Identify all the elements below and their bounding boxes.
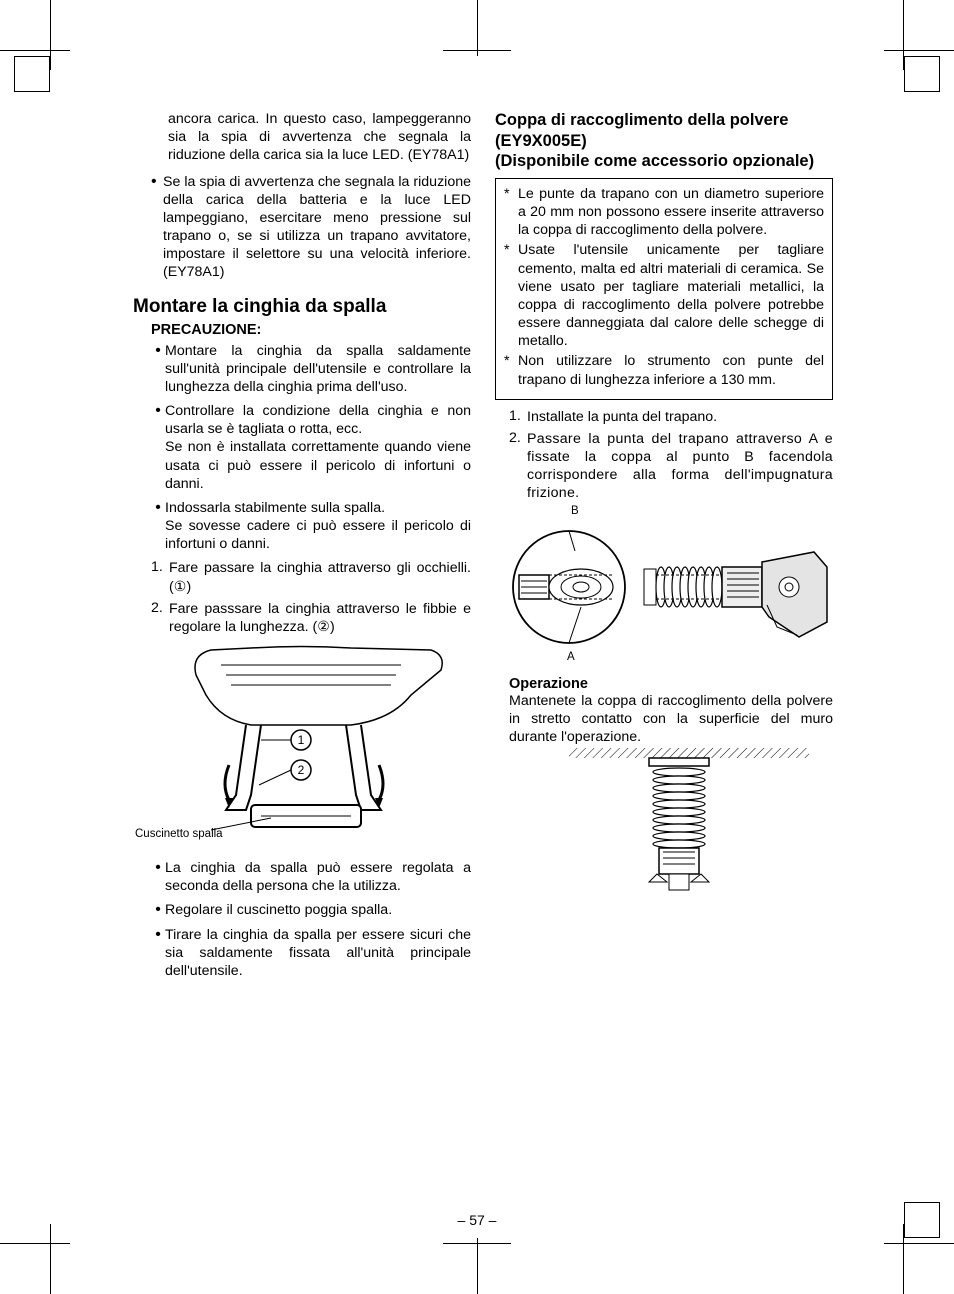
warning-text: Se la spia di avvertenza che segnala la … bbox=[163, 173, 471, 282]
caution-text: Indossarla stabilmente sulla spalla. Se … bbox=[165, 499, 471, 554]
note-text: Le punte da trapano con un diametro supe… bbox=[518, 185, 824, 240]
step-item: 2. Passare la punta del trapano attraver… bbox=[509, 430, 833, 503]
note-item: * Non utilizzare lo strumento con punte … bbox=[504, 352, 824, 388]
figure-caption: Cuscinetto spalla bbox=[135, 828, 223, 840]
step-text: Fare passsare la cinghia attraverso le f… bbox=[169, 600, 471, 636]
page-number: – 57 – bbox=[0, 1212, 954, 1228]
step-item: 1. Installate la punta del trapano. bbox=[509, 408, 833, 426]
continued-paragraph: ancora carica. In questo caso, lampegger… bbox=[168, 110, 471, 165]
operation-heading: Operazione bbox=[509, 676, 833, 692]
right-column: Coppa di raccoglimento della polvere (EY… bbox=[495, 110, 833, 1210]
caution-item: • Montare la cinghia da spalla saldament… bbox=[151, 342, 471, 397]
step-text: Fare passare la cinghia attraverso gli o… bbox=[169, 559, 471, 595]
left-column: ancora carica. In questo caso, lampegger… bbox=[133, 110, 471, 1210]
note-box: * Le punte da trapano con un diametro su… bbox=[495, 178, 833, 400]
after-item: • Tirare la cinghia da spalla per essere… bbox=[151, 926, 471, 981]
step-text: Installate la punta del trapano. bbox=[527, 408, 833, 426]
caution-text: Montare la cinghia da spalla saldamente … bbox=[165, 342, 471, 397]
note-text: Usate l'utensile unicamente per tagliare… bbox=[518, 241, 824, 350]
step-item: 2. Fare passsare la cinghia attraverso l… bbox=[151, 600, 471, 636]
label-b: B bbox=[571, 505, 579, 517]
svg-text:1: 1 bbox=[298, 733, 305, 747]
after-text: La cinghia da spalla può essere regolata… bbox=[165, 859, 471, 895]
operation-text: Mantenete la coppa di raccoglimento dell… bbox=[509, 692, 833, 747]
step-text: Passare la punta del trapano attraverso … bbox=[527, 430, 833, 503]
dustcup-figure: B bbox=[509, 507, 833, 672]
manual-page: ancora carica. In questo caso, lampegger… bbox=[133, 110, 833, 1210]
dust-cup-heading: Coppa di raccoglimento della polvere (EY… bbox=[495, 110, 833, 172]
strap-illustration: 1 2 bbox=[151, 640, 471, 840]
strap-figure: 1 2 Cuscinetto spalla bbox=[151, 640, 471, 845]
after-item: • Regolare il cuscinetto poggia spalla. bbox=[151, 901, 471, 919]
caution-label: PRECAUZIONE: bbox=[151, 322, 471, 338]
label-a: A bbox=[567, 651, 575, 663]
note-item: * Usate l'utensile unicamente per taglia… bbox=[504, 241, 824, 350]
after-text: Regolare il cuscinetto poggia spalla. bbox=[165, 901, 471, 919]
note-item: * Le punte da trapano con un diametro su… bbox=[504, 185, 824, 240]
caution-item: • Controllare la condizione della cinghi… bbox=[151, 402, 471, 493]
warning-bullet: • Se la spia di avvertenza che segnala l… bbox=[151, 173, 471, 282]
step-item: 1. Fare passare la cinghia attraverso gl… bbox=[151, 559, 471, 595]
after-text: Tirare la cinghia da spalla per essere s… bbox=[165, 926, 471, 981]
note-text: Non utilizzare lo strumento con punte de… bbox=[518, 352, 824, 388]
dustcup-illustration bbox=[509, 507, 829, 667]
operation-illustration bbox=[509, 748, 829, 898]
after-item: • La cinghia da spalla può essere regola… bbox=[151, 859, 471, 895]
section-heading-strap: Montare la cinghia da spalla bbox=[133, 296, 471, 318]
operation-figure bbox=[509, 748, 833, 903]
caution-text: Controllare la condizione della cinghia … bbox=[165, 402, 471, 493]
svg-text:2: 2 bbox=[298, 763, 305, 777]
caution-item: • Indossarla stabilmente sulla spalla. S… bbox=[151, 499, 471, 554]
